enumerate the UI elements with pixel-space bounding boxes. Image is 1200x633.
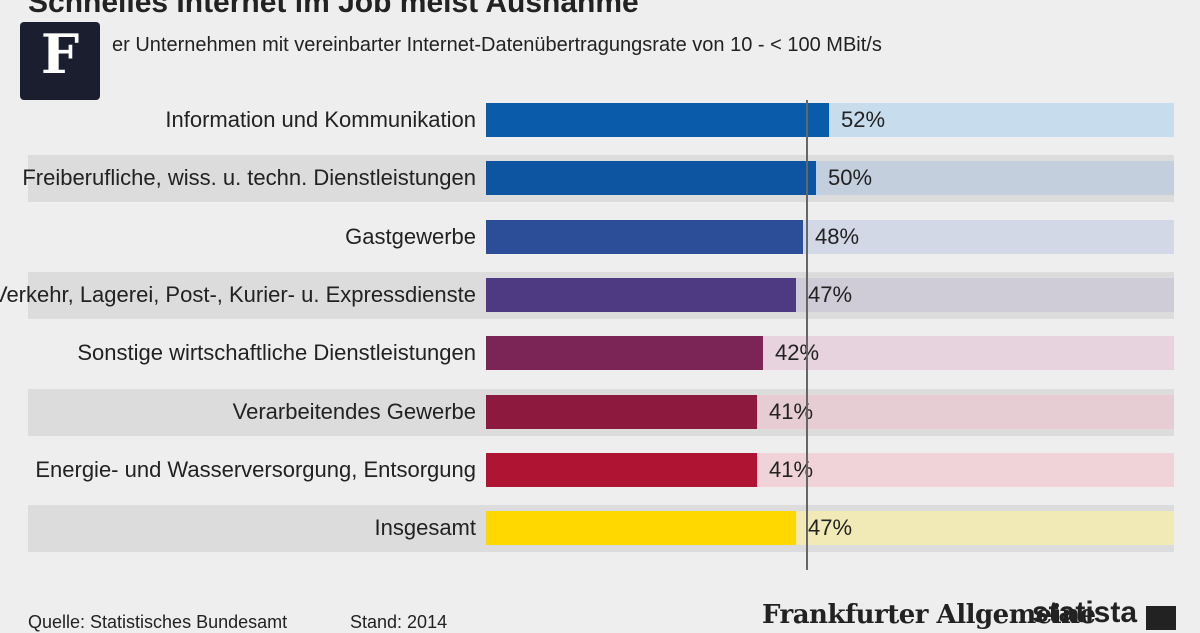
- faz-brand-logo: Frankfurter Allgemeine: [762, 600, 1096, 630]
- bar: [486, 511, 796, 545]
- source-note: Quelle: Statistisches Bundesamt: [28, 612, 288, 632]
- faz-logo-letter: F: [40, 22, 80, 86]
- category-label: Sonstige wirtschaftliche Dienstleistunge…: [77, 340, 476, 365]
- statista-logo-icon: [1146, 606, 1176, 630]
- bar: [486, 220, 803, 254]
- category-label: Verkehr, Lagerei, Post-, Kurier- u. Expr…: [0, 282, 476, 307]
- value-label: 41%: [769, 399, 814, 424]
- bar: [486, 161, 816, 195]
- stand-note: Stand: 2014: [350, 612, 448, 632]
- faz-logo-icon: F: [20, 22, 100, 100]
- category-label: Energie- und Wasserversorgung, Entsorgun…: [35, 457, 476, 482]
- category-label: Information und Kommunikation: [165, 107, 476, 132]
- bar: [486, 395, 757, 429]
- category-label: Freiberufliche, wiss. u. techn. Dienstle…: [22, 165, 476, 190]
- category-label: Verarbeitendes Gewerbe: [232, 399, 476, 424]
- bar: [486, 278, 796, 312]
- bar: [486, 453, 757, 487]
- value-label: 47%: [808, 515, 853, 540]
- bar: [486, 103, 829, 137]
- value-label: 52%: [841, 107, 886, 132]
- value-label: 48%: [815, 224, 860, 249]
- value-label: 47%: [808, 282, 853, 307]
- reference-line: [806, 100, 808, 570]
- value-label: 41%: [769, 457, 814, 482]
- chart-subtitle: er Unternehmen mit vereinbarter Internet…: [112, 34, 882, 56]
- value-label: 50%: [828, 165, 873, 190]
- category-label: Insgesamt: [374, 515, 477, 540]
- statista-brand-logo: statista: [1032, 596, 1138, 629]
- category-label: Gastgewerbe: [345, 224, 476, 249]
- value-label: 42%: [775, 340, 820, 365]
- bar: [486, 336, 763, 370]
- chart-title: Schnelles Internet im Job meist Ausnahme: [28, 0, 639, 19]
